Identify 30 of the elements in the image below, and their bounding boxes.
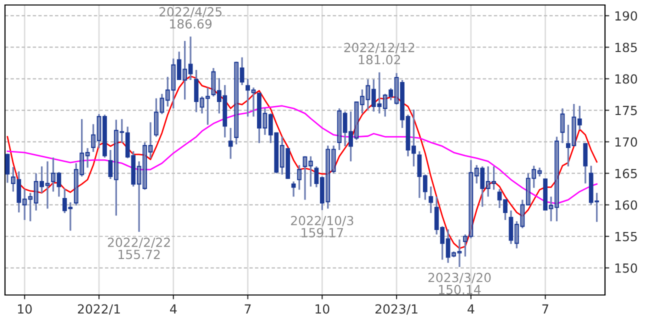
candlestick [583, 142, 588, 184]
x-tick-label: 10 [18, 304, 32, 314]
annotation: 2022/4/25 186.69 [159, 7, 222, 29]
line-series [6, 105, 598, 204]
annotation: 2023/3/20 150.14 [428, 272, 491, 294]
x-tick-label: 2023/1 [375, 304, 418, 315]
candlestick [5, 152, 10, 184]
x-tick-label: 4 [468, 304, 474, 314]
y-tick-label: 165 [615, 168, 637, 178]
candlestick [428, 186, 434, 214]
x-tick-label: 7 [244, 304, 251, 314]
candlestick [228, 127, 233, 160]
x-tick-label: 10 [316, 304, 330, 314]
annotation: 2022/10/3 159.17 [291, 216, 354, 238]
y-tick-label: 160 [615, 200, 638, 210]
candlestick [560, 108, 565, 144]
candlestick [291, 180, 296, 198]
y-tick-label: 155 [615, 232, 637, 242]
x-tick-label: 4 [170, 304, 177, 314]
y-tick-label: 170 [615, 137, 638, 147]
candlestick [297, 164, 302, 191]
y-tick-label: 180 [615, 74, 638, 84]
y-tick-label: 190 [615, 11, 638, 21]
annotation: 2022/12/12 181.02 [344, 42, 414, 64]
annotation: 2022/2/22 155.72 [108, 238, 170, 260]
y-tick-label: 150 [615, 263, 638, 273]
x-tick-label: 2022/1 [78, 304, 120, 315]
y-tick-label: 185 [615, 42, 637, 52]
y-tick-label: 175 [615, 106, 637, 116]
x-tick-label: 7 [542, 304, 548, 314]
